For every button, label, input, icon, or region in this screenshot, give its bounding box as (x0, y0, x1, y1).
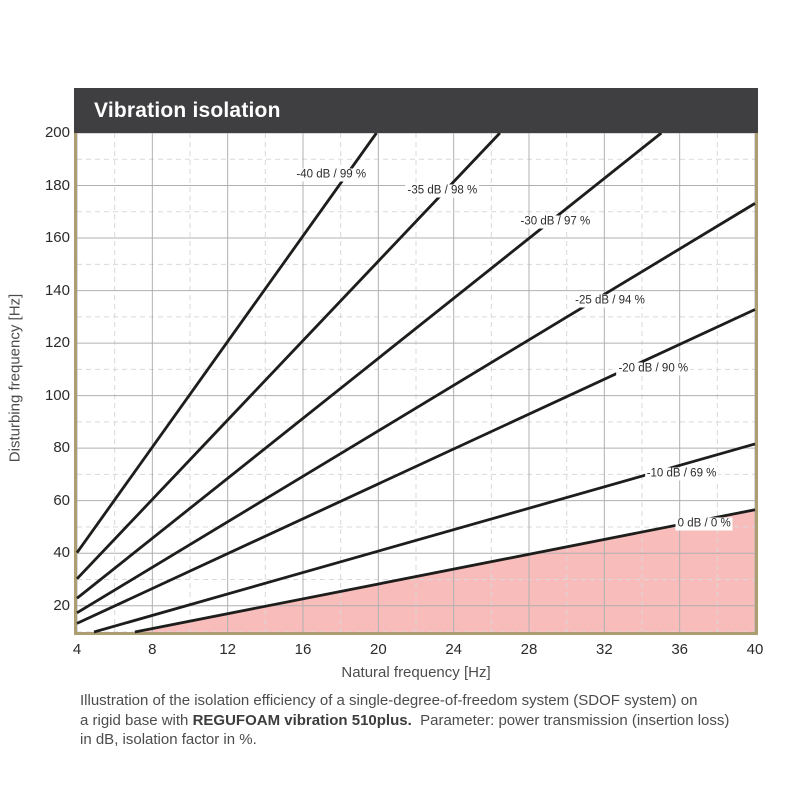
x-tick-label-24: 24 (445, 641, 462, 658)
series-label-3: -25 dB / 94 % (573, 294, 647, 308)
series-line-3 (76, 202, 756, 614)
caption-line2-pre: a rigid base with (80, 711, 193, 729)
x-tick-label-40: 40 (746, 641, 764, 658)
series-label-1: -35 dB / 98 % (405, 184, 480, 198)
y-tick-label-120: 120 (44, 334, 70, 352)
x-tick-label-8: 8 (148, 641, 157, 658)
series-label-2: -30 dB / 97 % (518, 215, 593, 229)
x-tick-label-12: 12 (219, 641, 236, 658)
x-axis-title: Natural frequency [Hz] (341, 664, 491, 681)
y-tick-label-20: 20 (53, 596, 70, 614)
series-label-6: 0 dB / 0 % (675, 517, 733, 531)
series-line-1 (75, 132, 501, 580)
y-tick-label-100: 100 (44, 386, 70, 404)
y-tick-label-140: 140 (44, 281, 70, 299)
y-tick-label-160: 160 (44, 229, 70, 247)
caption: Illustration of the isolation efficiency… (80, 691, 770, 750)
x-tick-label-36: 36 (671, 641, 688, 658)
y-tick-label-180: 180 (44, 176, 70, 194)
y-tick-label-60: 60 (53, 491, 70, 509)
caption-product-name: REGUFOAM vibration 510plus. (192, 711, 412, 729)
plot-frame (74, 133, 758, 635)
series-line-2 (76, 131, 663, 600)
x-tick-label-20: 20 (369, 641, 387, 658)
series-label-4: -20 dB / 90 % (616, 362, 691, 376)
x-tick-label-32: 32 (595, 641, 613, 658)
series-line-6 (134, 508, 756, 634)
chart-title-bar: Vibration isolation (74, 88, 758, 133)
caption-line1: Illustration of the isolation efficiency… (80, 692, 698, 709)
series-line-0 (75, 132, 378, 554)
x-tick-label-16: 16 (294, 641, 312, 658)
series-label-0: -40 dB / 99 % (294, 168, 369, 182)
y-axis-title: Disturbing frequency [Hz] (6, 293, 24, 463)
x-tick-label-28: 28 (520, 641, 538, 658)
series-line-4 (76, 308, 756, 625)
y-tick-label-200: 200 (44, 124, 70, 141)
y-tick-label-40: 40 (53, 544, 70, 562)
caption-line2-post: Parameter: power transmission (insertion… (411, 711, 730, 729)
x-tick-label-4: 4 (72, 641, 82, 658)
caption-line3: in dB, isolation factor in %. (80, 731, 257, 748)
series-label-5: -10 dB / 69 % (644, 467, 719, 481)
chart-title: Vibration isolation (94, 98, 281, 122)
y-tick-label-80: 80 (53, 439, 70, 457)
